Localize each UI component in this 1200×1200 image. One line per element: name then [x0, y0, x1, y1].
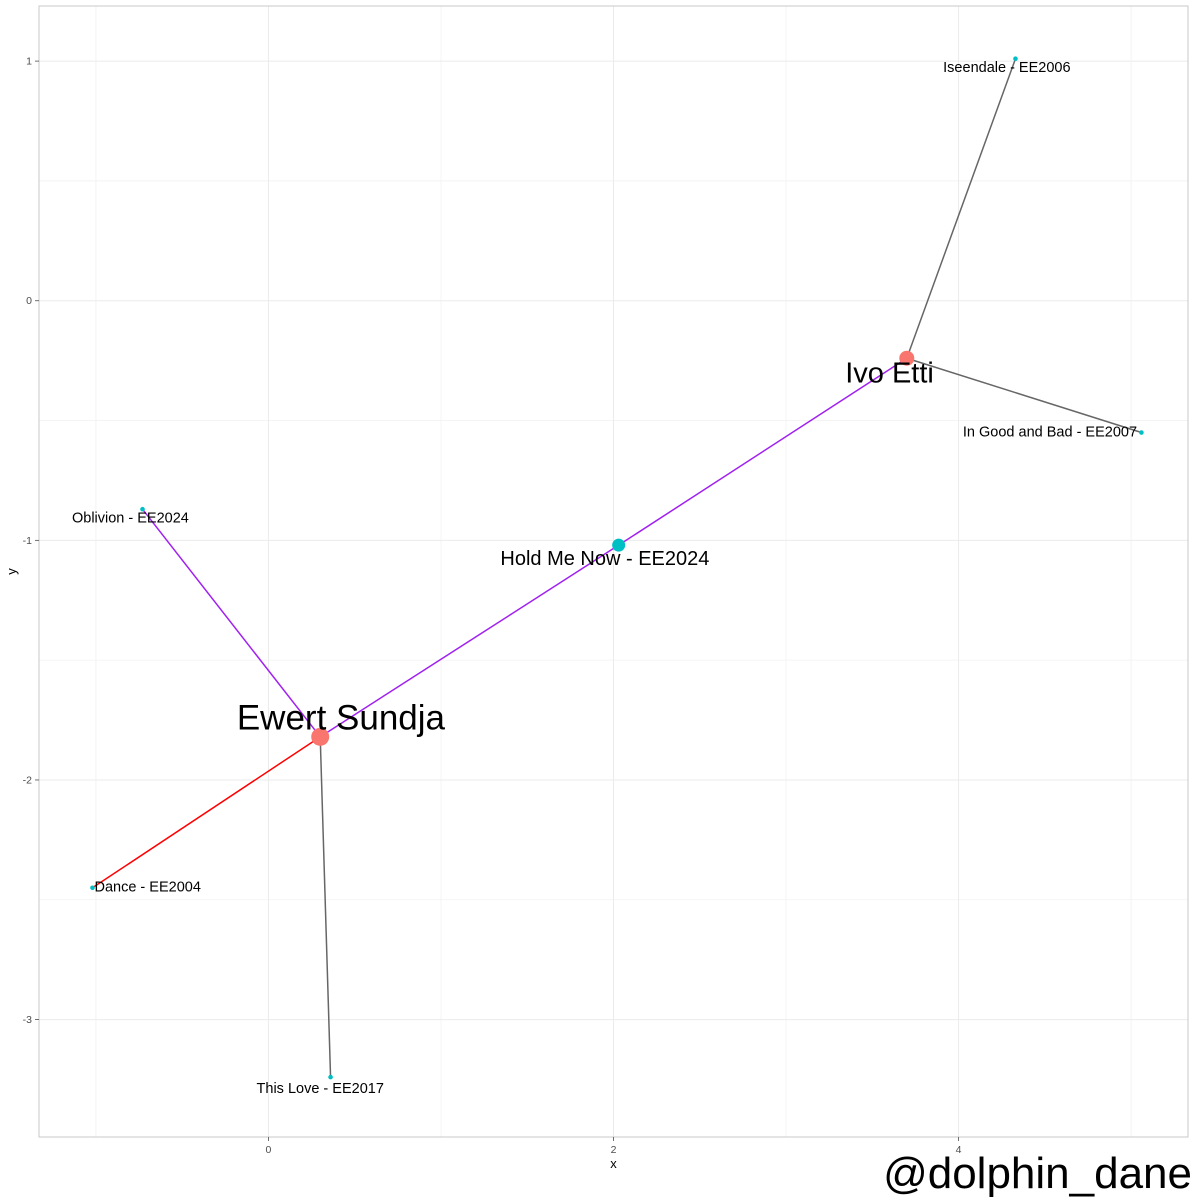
network-edge: [906, 357, 1142, 434]
network-edge: [92, 736, 321, 889]
y-tick-label: -2: [23, 774, 32, 786]
network-edge: [319, 544, 620, 738]
network-edge: [319, 736, 332, 1078]
x-tick-label: 4: [956, 1144, 962, 1156]
network-node: [140, 506, 145, 512]
node-label: Oblivion - EE2024: [72, 511, 189, 527]
network-node: [899, 350, 915, 366]
network-edge: [141, 508, 321, 738]
x-axis-title: x: [610, 1156, 617, 1171]
node-label: Hold Me Now - EE2024: [500, 548, 709, 570]
y-tick-label: 1: [26, 56, 32, 68]
y-tick-label: 0: [26, 295, 32, 307]
network-node: [90, 885, 95, 891]
network-edge: [618, 357, 908, 546]
network-node: [612, 538, 626, 552]
y-tick-label: -1: [23, 535, 32, 547]
network-node: [1139, 430, 1144, 435]
y-axis-title: y: [4, 568, 19, 575]
node-label: In Good and Bad - EE2007: [963, 424, 1137, 440]
x-tick-label: 2: [611, 1144, 617, 1156]
network-node: [328, 1074, 333, 1080]
y-tick-label: -3: [23, 1014, 32, 1026]
node-label: Dance - EE2004: [94, 880, 200, 896]
x-tick-label: 0: [266, 1144, 272, 1156]
watermark: @dolphin_dane: [883, 1149, 1192, 1198]
node-label: This Love - EE2017: [257, 1081, 384, 1097]
network-node: [1013, 56, 1018, 62]
network-node: [311, 727, 330, 746]
node-label: Ivo Etti: [845, 358, 934, 390]
network-edge: [906, 58, 1017, 359]
node-label: Iseendale - EE2006: [943, 60, 1070, 76]
node-label: Ewert Sundja: [237, 698, 446, 737]
